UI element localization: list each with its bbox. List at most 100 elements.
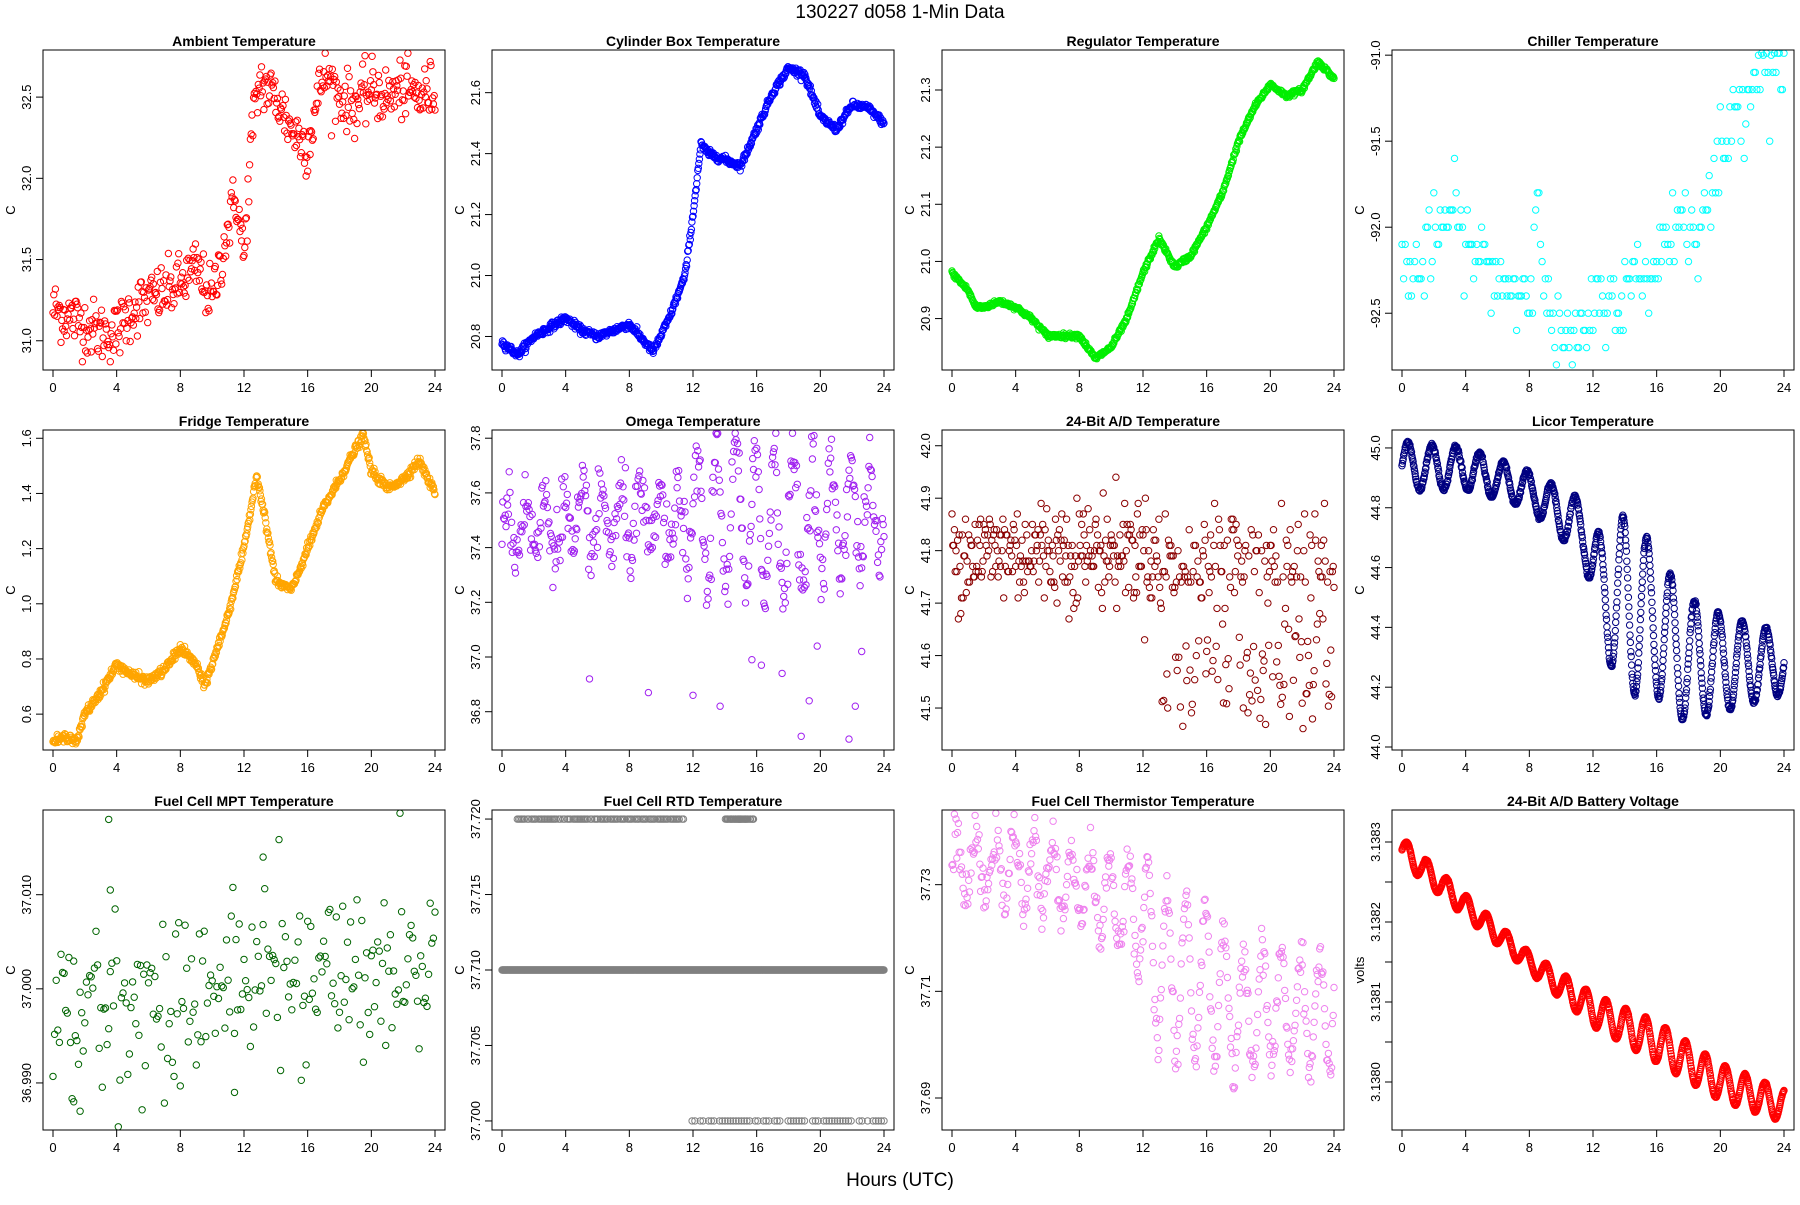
data-point [1222, 605, 1228, 611]
data-point [1177, 704, 1183, 710]
data-point [1689, 207, 1695, 213]
data-point [109, 322, 115, 328]
data-point [1453, 190, 1459, 196]
data-point [1659, 671, 1665, 677]
data-point [690, 501, 696, 507]
chart-title: Ambient Temperature [172, 33, 316, 49]
data-point [869, 473, 875, 479]
data-point [594, 527, 600, 533]
data-point [77, 329, 83, 335]
y-tick-label: 20.8 [468, 324, 483, 349]
y-tick-label: 1.4 [19, 484, 34, 502]
y-axis: 20.921.021.121.221.3 [918, 77, 942, 331]
data-point [1638, 593, 1644, 599]
data-point [1282, 605, 1288, 611]
data-point [1077, 542, 1083, 548]
x-tick-label: 4 [113, 760, 120, 775]
data-point [1285, 626, 1291, 632]
data-point [1743, 121, 1749, 127]
data-point [422, 66, 428, 72]
data-point [1112, 579, 1118, 585]
y-axis: 20.821.021.221.421.6 [468, 80, 492, 349]
data-point [997, 532, 1003, 538]
x-tick-label: 12 [1136, 380, 1150, 395]
data-point [1231, 589, 1237, 595]
data-point [90, 331, 96, 337]
chart-title: Fridge Temperature [179, 413, 310, 429]
data-point [117, 350, 123, 356]
data-point [1752, 69, 1758, 75]
data-point [564, 491, 570, 497]
data-point [1638, 609, 1644, 615]
data-point [1637, 616, 1643, 622]
data-point [254, 110, 260, 116]
data-point [685, 576, 691, 582]
data-point [1162, 511, 1168, 517]
data-point [715, 466, 721, 472]
y-tick-label: 37.6 [468, 480, 483, 505]
data-point [1206, 589, 1212, 595]
data-point [1266, 642, 1272, 648]
data-point [1420, 258, 1426, 264]
data-point [1566, 344, 1572, 350]
data-point [1626, 604, 1632, 610]
data-point [1142, 495, 1148, 501]
data-point [1323, 681, 1329, 687]
data-point [781, 585, 787, 591]
data-point [837, 591, 843, 597]
data-point [1659, 664, 1665, 670]
data-point [1042, 527, 1048, 533]
data-point [1602, 589, 1608, 595]
data-point [1647, 562, 1653, 568]
data-point [1647, 569, 1653, 575]
data-point [1636, 650, 1642, 656]
data-point [1083, 579, 1089, 585]
data-point [742, 575, 748, 581]
data-point [664, 501, 670, 507]
data-point [621, 497, 627, 503]
data-point [719, 539, 725, 545]
data-point [1461, 293, 1467, 299]
data-point [398, 116, 404, 122]
data-point [667, 536, 673, 542]
data-point [1237, 662, 1243, 668]
data-point [873, 528, 879, 534]
data-point [732, 430, 738, 436]
data-point [1029, 521, 1035, 527]
data-point [684, 595, 690, 601]
y-axis: 36.837.037.237.437.637.8 [468, 426, 492, 725]
data-point [1069, 542, 1075, 548]
data-point [1014, 511, 1020, 517]
data-point [1080, 511, 1086, 517]
data-point [816, 527, 822, 533]
data-point [864, 512, 870, 518]
data-point [1294, 548, 1300, 554]
data-point [1697, 651, 1703, 657]
y-axis-label: C [902, 585, 917, 594]
data-point [1426, 207, 1432, 213]
data-point [1270, 527, 1276, 533]
data-point [1203, 671, 1209, 677]
data-point [154, 268, 160, 274]
x-tick-label: 20 [1263, 380, 1277, 395]
data-point [1684, 241, 1690, 247]
data-point [622, 465, 628, 471]
data-point [1663, 610, 1669, 616]
data-point [630, 520, 636, 526]
data-point [1301, 511, 1307, 517]
data-point [93, 313, 99, 319]
data-point [1039, 542, 1045, 548]
data-point [680, 549, 686, 555]
data-point [1428, 276, 1434, 282]
data-point [1281, 681, 1287, 687]
data-points [499, 63, 887, 359]
chart-title: 24-Bit A/D Temperature [1066, 413, 1220, 429]
data-point [1143, 527, 1149, 533]
data-point [1233, 521, 1239, 527]
data-point [176, 251, 182, 257]
